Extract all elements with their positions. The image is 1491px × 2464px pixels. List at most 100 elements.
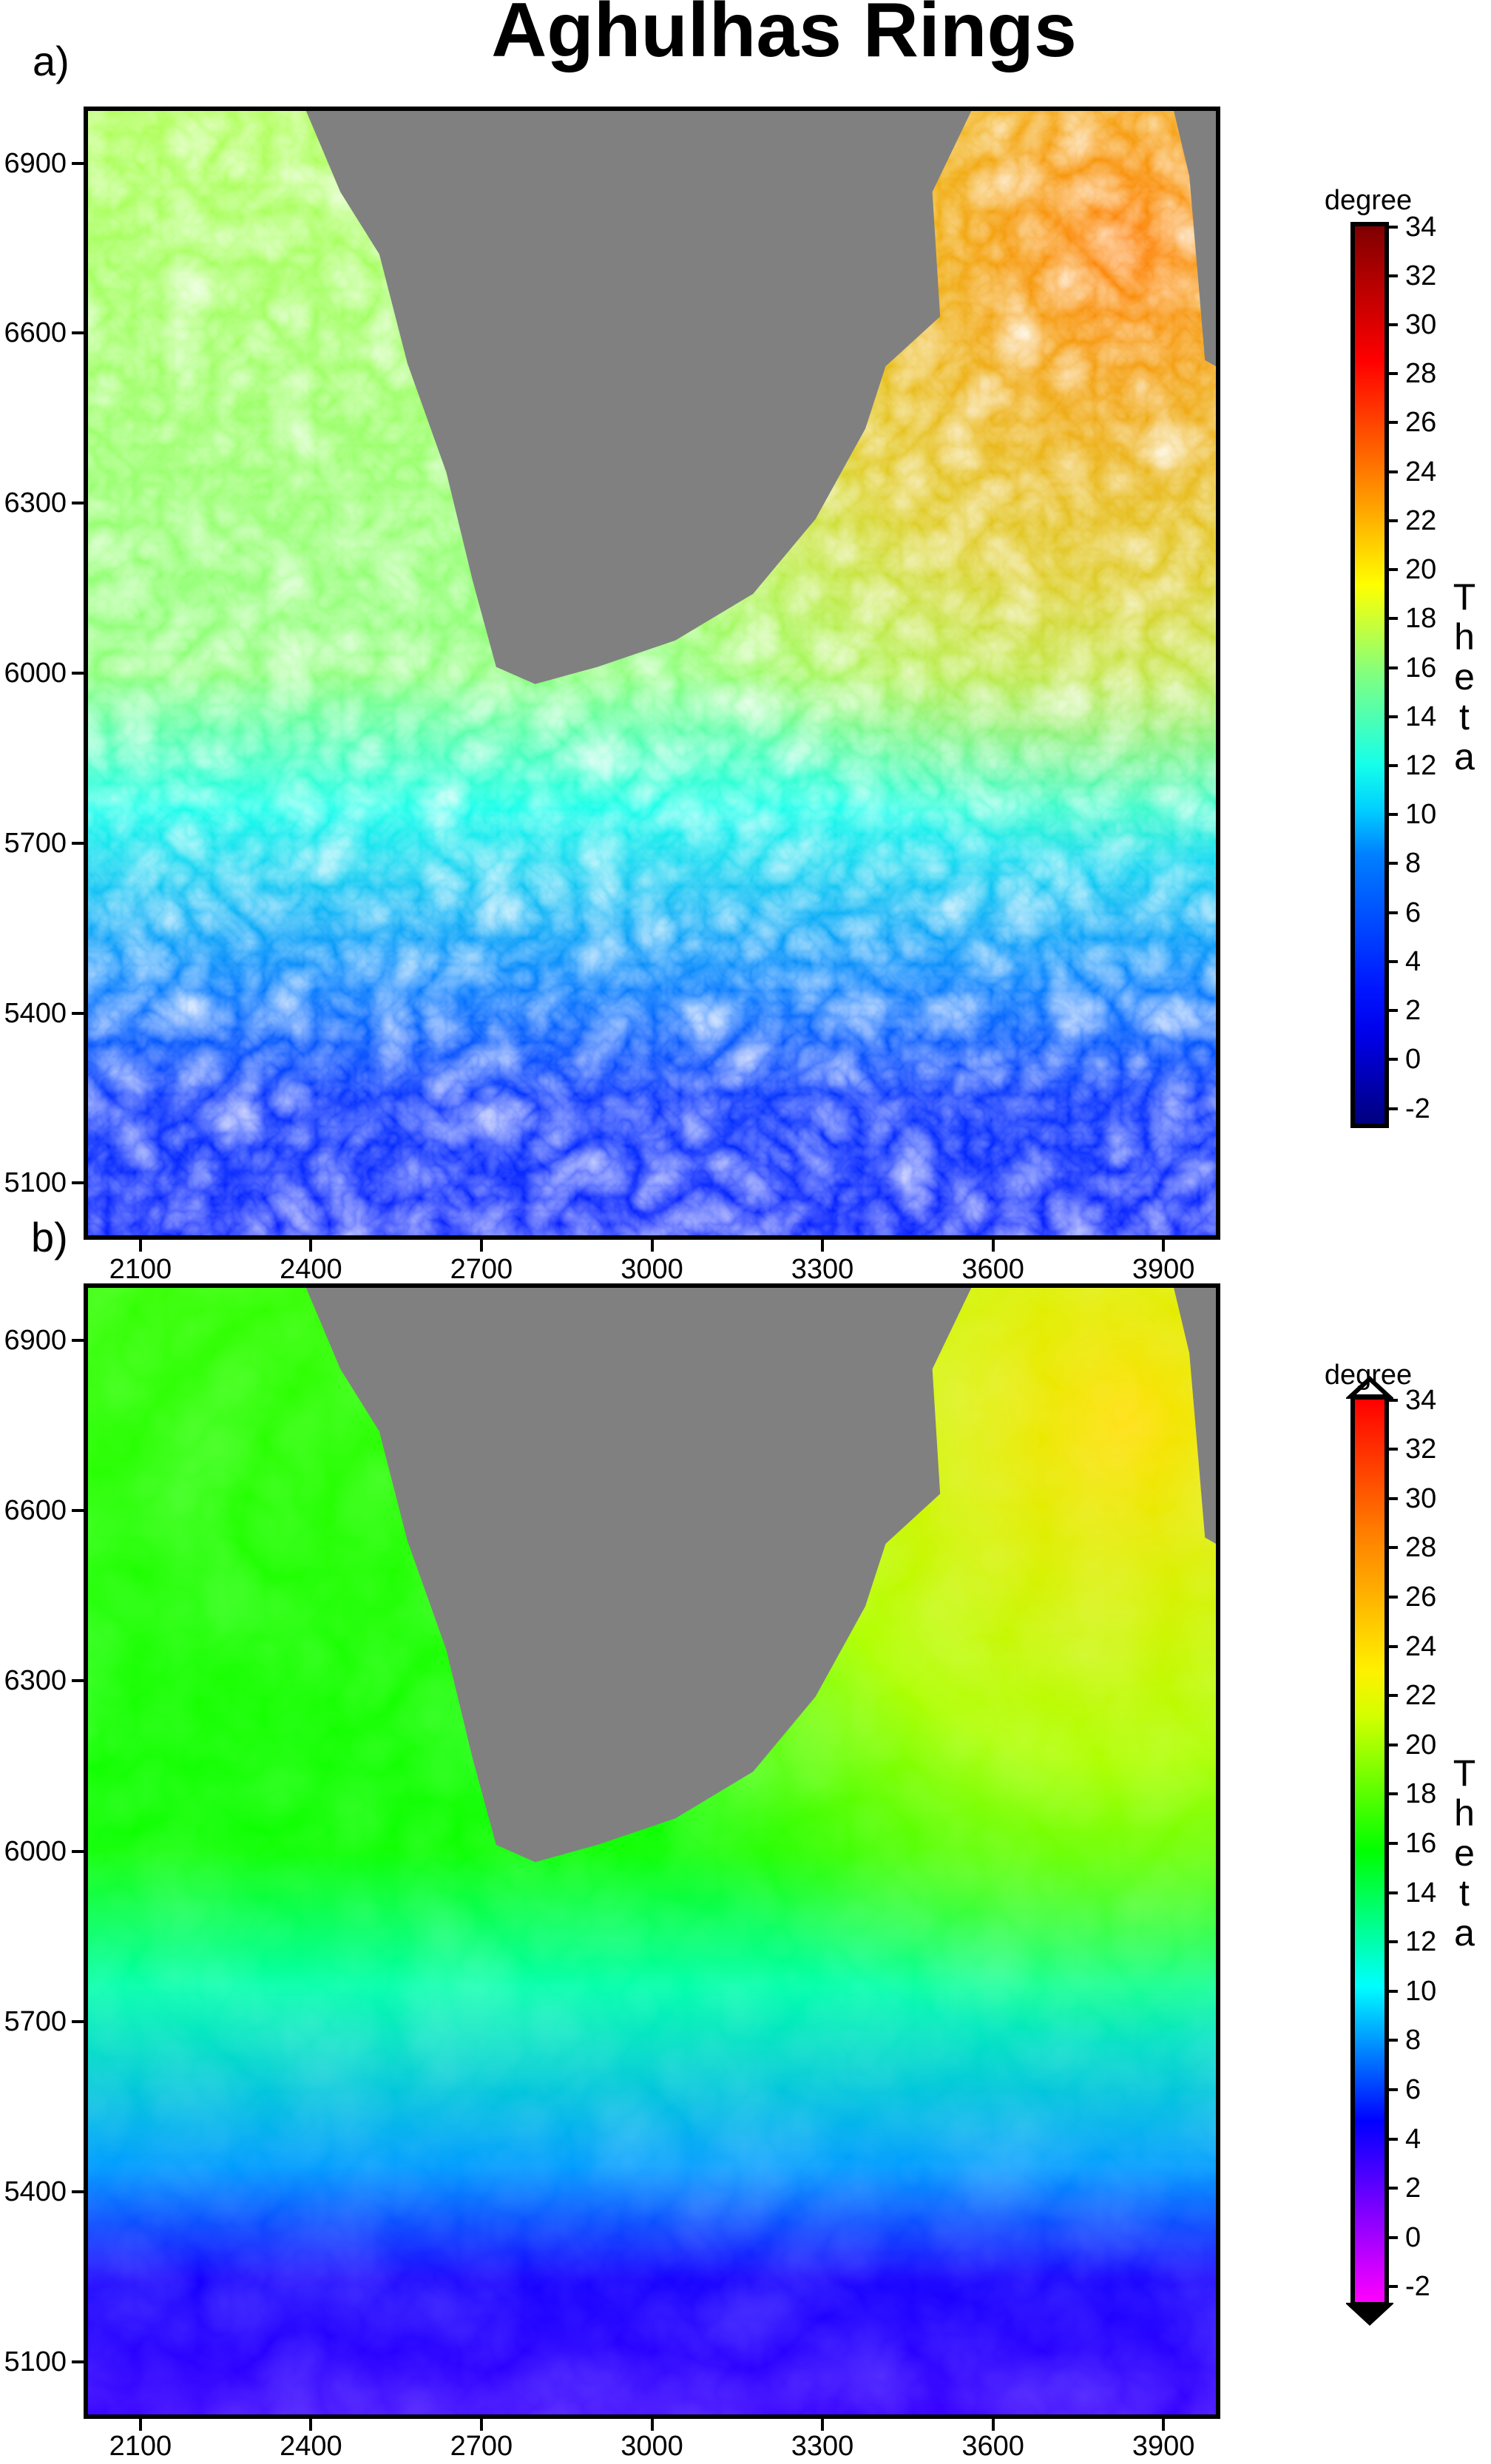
colorbar-tick-label: 2 (1405, 2173, 1421, 2204)
x-tick (479, 1240, 483, 1252)
x-tick (991, 1240, 995, 1252)
x-tick (1162, 2419, 1166, 2431)
colorbar-tick (1387, 911, 1398, 914)
colorbar-tick (1387, 2285, 1398, 2289)
colorbar-tick-label: 26 (1405, 1582, 1437, 1613)
colorbar-tick-label: 4 (1405, 2123, 1421, 2155)
colorbar-tick-label: 10 (1405, 799, 1437, 831)
x-tick (821, 1240, 825, 1252)
colorbar-tick (1387, 959, 1398, 963)
x-tick-label: 2700 (450, 2431, 513, 2462)
colorbar-tick (1387, 1940, 1398, 1944)
colorbar-tick (1387, 2137, 1398, 2141)
y-tick (72, 1181, 84, 1185)
y-tick-label: 5700 (4, 827, 67, 859)
y-tick-label: 6900 (4, 1324, 67, 1356)
map-panel (84, 107, 1220, 1240)
colorbar-tick (1387, 2087, 1398, 2091)
y-tick-label: 6900 (4, 147, 67, 179)
colorbar (1350, 1395, 1389, 2306)
colorbar-tick-label: 22 (1405, 1680, 1437, 1712)
y-tick (72, 502, 84, 505)
colorbar-tick-label: 4 (1405, 945, 1421, 977)
colorbar-tick (1387, 1694, 1398, 1698)
colorbar-tick (1387, 1058, 1398, 1061)
x-tick-label: 3000 (621, 1254, 683, 1285)
panel-label: b) (31, 1214, 68, 1260)
colorbar-tick-label: 12 (1405, 1926, 1437, 1958)
colorbar-tick-label: 30 (1405, 309, 1437, 341)
colorbar-tick-label: 34 (1405, 211, 1437, 243)
x-tick (309, 1240, 313, 1252)
x-tick-label: 3600 (961, 2431, 1024, 2462)
colorbar-tick (1387, 1107, 1398, 1110)
colorbar-tick-label: 24 (1405, 1630, 1437, 1662)
x-tick-label: 3300 (791, 2431, 854, 2462)
colorbar-tick-label: 28 (1405, 1532, 1437, 1564)
y-tick-label: 6000 (4, 658, 67, 689)
colorbar-tick-label: 6 (1405, 897, 1421, 928)
colorbar-tick (1387, 1891, 1398, 1894)
colorbar-tick (1387, 1448, 1398, 1451)
x-tick-label: 2400 (280, 2431, 342, 2462)
land-madagascar-edge (1174, 111, 1216, 367)
x-tick (650, 2419, 654, 2431)
x-tick (479, 2419, 483, 2431)
colorbar-tick (1387, 1644, 1398, 1648)
colorbar-tick-label: 32 (1405, 260, 1437, 291)
y-tick (72, 2190, 84, 2193)
colorbar-unit: degree (1324, 1360, 1413, 1391)
land-africa (305, 111, 972, 684)
colorbar-tick-label: 22 (1405, 504, 1437, 536)
y-tick-label: 6300 (4, 1665, 67, 1697)
colorbar-tick (1387, 1743, 1398, 1746)
colorbar-tick-label: 10 (1405, 1975, 1437, 2007)
colorbar-tick-label: 0 (1405, 2221, 1421, 2253)
colorbar-tick (1387, 1989, 1398, 1993)
y-tick (72, 841, 84, 845)
colorbar-tick (1387, 1546, 1398, 1550)
colorbar-tick (1387, 715, 1398, 718)
x-tick-label: 2100 (109, 1254, 172, 1285)
y-tick (72, 1509, 84, 1512)
colorbar-tick (1387, 1792, 1398, 1796)
x-tick-label: 3000 (621, 2431, 683, 2462)
colorbar-tick (1387, 2039, 1398, 2042)
colorbar-tick (1387, 1596, 1398, 1599)
y-tick (72, 331, 84, 335)
colorbar-tick (1387, 225, 1398, 229)
y-tick-label: 5400 (4, 2176, 67, 2207)
x-tick-label: 3900 (1132, 2431, 1195, 2462)
colorbar-tick-label: -2 (1405, 1093, 1430, 1124)
colorbar-tick-label: 16 (1405, 652, 1437, 683)
colorbar-tick-label: 6 (1405, 2073, 1421, 2105)
colorbar-tick (1387, 421, 1398, 425)
colorbar-tick-label: 14 (1405, 701, 1437, 732)
land-madagascar-edge (1174, 1288, 1216, 1544)
colorbar-tick (1387, 323, 1398, 327)
colorbar-tick (1387, 470, 1398, 473)
y-tick-label: 5100 (4, 2346, 67, 2378)
map-panel (84, 1283, 1220, 2419)
x-tick (821, 2419, 825, 2431)
colorbar-tick (1387, 274, 1398, 277)
colorbar-tick (1387, 617, 1398, 621)
y-tick-label: 6600 (4, 1495, 67, 1526)
y-tick (72, 161, 84, 165)
colorbar-tick (1387, 2187, 1398, 2190)
y-tick (72, 1338, 84, 1342)
x-tick-label: 3300 (791, 1254, 854, 1285)
y-tick (72, 1679, 84, 1683)
x-tick-label: 2100 (109, 2431, 172, 2462)
colorbar-tick-label: 20 (1405, 554, 1437, 586)
y-tick (72, 2019, 84, 2023)
colorbar-tick (1387, 2235, 1398, 2239)
x-tick (138, 2419, 142, 2431)
x-tick-label: 3900 (1132, 1254, 1195, 1285)
colorbar-label: Theta (1453, 576, 1476, 777)
land-africa (305, 1288, 972, 1863)
x-tick-label: 2700 (450, 1254, 513, 1285)
x-tick-label: 2400 (280, 1254, 342, 1285)
colorbar-tick (1387, 666, 1398, 669)
colorbar-extend-triangles (1346, 1375, 1393, 2326)
